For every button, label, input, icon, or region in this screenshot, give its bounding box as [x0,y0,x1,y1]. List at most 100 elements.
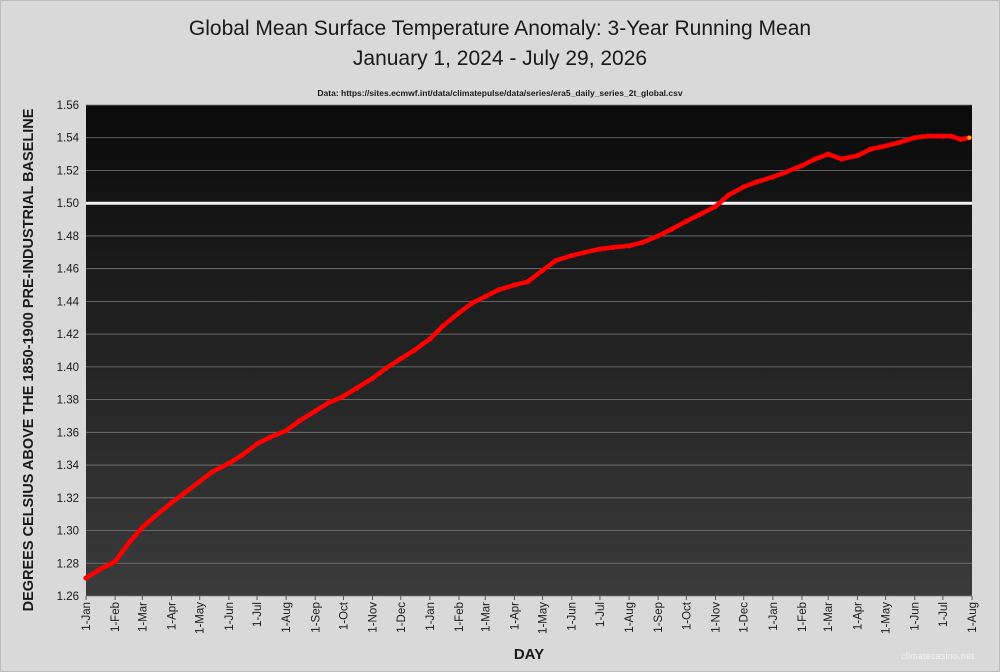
data-point [210,469,216,475]
data-point [940,133,946,139]
data-point [226,460,232,466]
data-point [626,243,632,249]
data-point [597,246,603,252]
data-point [754,179,760,185]
data-point [511,282,517,288]
y-tick-label: 1.56 [57,100,79,112]
plot-area [86,105,972,596]
data-point [525,279,531,285]
data-point [197,478,203,484]
data-point [182,490,188,496]
data-point [125,541,131,547]
y-tick-label: 1.32 [57,493,79,505]
data-point [427,336,433,342]
data-point [370,375,376,381]
x-tick-label: 1-Jul [252,602,264,627]
x-tick-label: 1-Feb [110,602,122,632]
chart-title: Global Mean Surface Temperature Anomaly:… [188,17,812,40]
data-point [456,310,462,316]
y-tick-label: 1.36 [57,427,79,439]
x-tick-label: 1-Jun [224,602,236,631]
series-group [83,133,972,581]
x-tick-label: 1-Jul [938,602,950,627]
data-point [912,135,918,141]
y-tick-label: 1.26 [57,591,79,603]
data-point [383,365,389,372]
data-point [610,244,616,250]
y-tick-label: 1.30 [57,526,79,538]
data-point [96,567,102,573]
x-tick-label: 1-Dec [396,602,408,633]
data-point [867,146,874,152]
data-point [239,452,245,458]
data-point [854,153,861,159]
x-tick-label: 1-Jun [910,602,922,631]
data-point [296,418,302,424]
x-tick-label: 1-Sep [310,602,322,633]
data-source-note: Data: https://sites.ecmwf.int/data/clima… [317,88,683,98]
x-axis-ticks: 1-Jan 1-Feb 1-Mar 1-Apr 1-May 1-Jun 1-Jul 1-Aug… [81,596,979,634]
y-tick-label: 1.46 [57,264,79,276]
data-point [283,428,289,434]
data-point [812,156,818,162]
series-line [83,133,972,581]
latest-point-marker [967,135,972,140]
x-tick-label: 1-Sep [653,602,665,633]
data-point [948,133,954,139]
data-point [340,393,346,399]
data-point [569,253,575,259]
watermark: climatecasino.net [901,651,974,661]
chart-subtitle: January 1, 2024 - July 29, 2026 [352,47,648,70]
data-point [312,408,318,414]
data-point [112,559,118,565]
data-point [655,233,661,239]
data-point [482,293,488,300]
data-point [883,143,889,149]
data-point [83,575,89,581]
data-point [495,287,502,293]
x-tick-label: 1-Nov [368,602,380,633]
y-tick-label: 1.50 [57,198,79,210]
x-tick-label: 1-Feb [454,602,466,632]
data-point [168,500,175,506]
y-tick-label: 1.42 [57,329,79,341]
data-point [152,513,159,519]
y-tick-label: 1.38 [57,395,79,407]
data-point [267,434,273,440]
data-point [139,524,145,530]
data-point [440,323,446,329]
data-point [553,257,559,264]
data-point [925,133,931,139]
x-tick-label: 1-Mar [137,602,149,632]
data-point [398,356,404,362]
x-axis-label: DAY [513,646,545,663]
x-tick-label: 1-Oct [681,601,693,630]
y-tick-label: 1.54 [57,133,80,145]
data-point [582,249,588,255]
x-tick-label: 1-Oct [338,601,350,630]
data-point [639,239,645,246]
y-tick-label: 1.48 [57,231,79,243]
data-point [540,267,546,273]
x-tick-label: 1-Mar [480,602,492,632]
data-point [354,385,360,391]
data-point [825,151,831,157]
x-tick-label: 1-Apr [509,602,521,630]
x-tick-label: 1-Jan [425,602,437,631]
data-point [712,203,719,210]
y-tick-label: 1.34 [57,460,80,472]
data-point [838,156,845,162]
x-tick-label: 1-Jan [81,602,93,631]
y-tick-label: 1.28 [57,558,79,570]
y-tick-label: 1.52 [57,165,79,177]
x-tick-label: 1-Mar [823,602,835,632]
x-tick-label: 1-Jan [768,602,780,631]
y-tick-label: 1.40 [57,362,79,374]
x-tick-label: 1-Jul [595,602,607,627]
data-point [741,184,747,190]
y-tick-label: 1.44 [57,296,80,308]
x-tick-label: 1-Apr [166,602,178,630]
data-point [770,174,776,180]
x-tick-label: 1-Jun [567,602,579,631]
